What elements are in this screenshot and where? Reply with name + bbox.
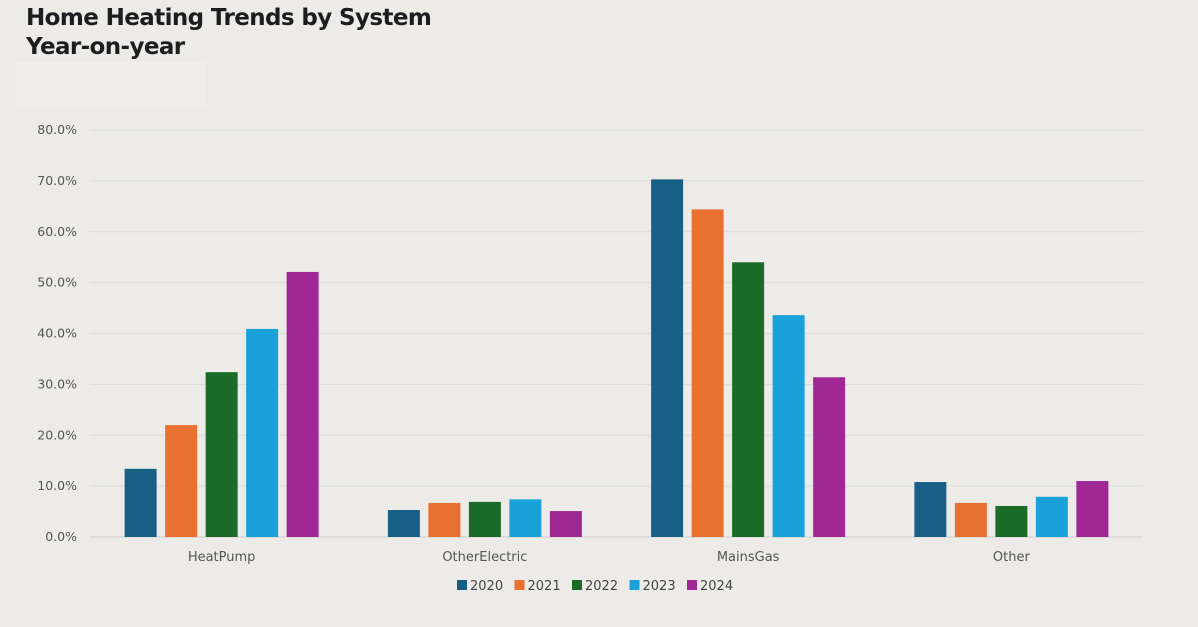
x-tick-label: Other — [993, 550, 1031, 565]
bar-Other-2020 — [914, 482, 947, 537]
legend-label: 2021 — [528, 579, 561, 594]
legend-swatch-2022 — [572, 580, 582, 590]
bar-OtherElectric-2020 — [387, 510, 420, 537]
bar-HeatPump-2023 — [246, 328, 279, 537]
legend-swatch-2023 — [629, 580, 640, 590]
bar-HeatPump-2021 — [165, 425, 198, 537]
bar-Other-2023 — [1035, 496, 1068, 537]
bar-OtherElectric-2021 — [428, 502, 461, 537]
y-tick-label: 80.0% — [37, 122, 77, 137]
bar-MainsGas-2021 — [691, 209, 724, 538]
legend-label: 2020 — [470, 579, 503, 594]
y-tick-label: 30.0% — [37, 376, 77, 391]
y-tick-label: 20.0% — [37, 427, 77, 442]
x-tick-label: OtherElectric — [442, 550, 527, 565]
legend-swatch-2024 — [687, 580, 697, 590]
y-tick-label: 40.0% — [37, 326, 77, 341]
bar-MainsGas-2023 — [772, 315, 805, 537]
y-tick-label: 60.0% — [37, 224, 77, 239]
bar-MainsGas-2024 — [813, 377, 846, 537]
x-tick-label: HeatPump — [188, 550, 256, 565]
bar-Other-2022 — [995, 505, 1028, 537]
x-tick-label: MainsGas — [717, 550, 780, 565]
bar-Other-2021 — [954, 502, 987, 537]
y-tick-label: 0.0% — [45, 529, 77, 544]
y-tick-label: 10.0% — [37, 478, 77, 493]
bar-HeatPump-2020 — [124, 468, 157, 537]
legend-label: 2023 — [643, 579, 676, 594]
blank-panel — [16, 62, 206, 108]
subtitle-line: Year-on-year — [26, 34, 185, 60]
legend-label: 2024 — [700, 579, 733, 594]
title-line: Home Heating Trends by System — [26, 5, 432, 31]
bar-OtherElectric-2024 — [549, 511, 582, 537]
bar-OtherElectric-2023 — [509, 499, 542, 537]
legend-swatch-2021 — [514, 580, 525, 590]
chart-title: Home Heating Trends by System Year-on-ye… — [26, 4, 432, 62]
bar-MainsGas-2020 — [651, 179, 684, 537]
bar-MainsGas-2022 — [732, 262, 765, 537]
bar-Other-2024 — [1076, 481, 1109, 537]
y-tick-label: 70.0% — [37, 173, 77, 188]
bar-OtherElectric-2022 — [468, 501, 501, 537]
bar-HeatPump-2024 — [286, 271, 319, 537]
legend-swatch-2020 — [457, 580, 467, 590]
y-tick-label: 50.0% — [37, 275, 77, 290]
legend-label: 2022 — [585, 579, 618, 594]
bar-HeatPump-2022 — [205, 372, 238, 537]
